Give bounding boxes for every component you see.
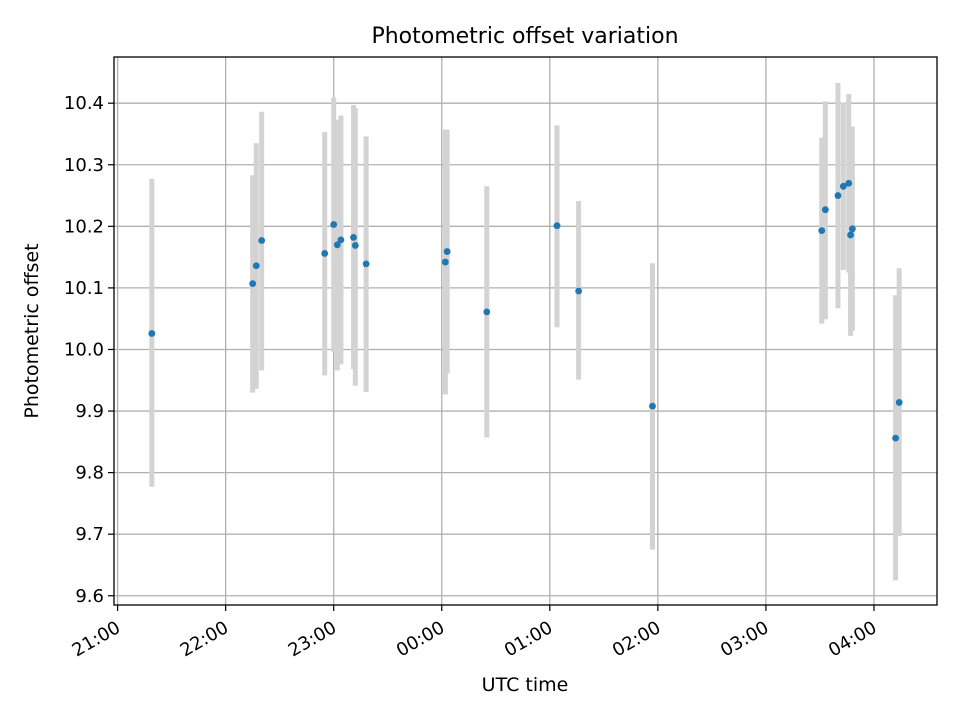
data-point	[350, 234, 357, 241]
grid	[114, 57, 937, 605]
data-point	[848, 225, 856, 233]
chart-title: Photometric offset variation	[371, 24, 678, 49]
data-point	[362, 260, 370, 268]
data-point	[441, 258, 449, 266]
y-tick-label: 10.1	[64, 278, 104, 299]
data-point	[351, 242, 359, 249]
x-axis-label: UTC time	[482, 674, 569, 696]
data-point	[337, 236, 345, 244]
y-tick-label: 10.3	[64, 155, 104, 176]
data-point	[821, 206, 829, 214]
data-point	[818, 227, 826, 235]
data-point	[553, 222, 561, 230]
data-point	[483, 308, 491, 316]
data-point	[148, 330, 156, 337]
y-tick-label: 9.8	[75, 463, 104, 484]
data-point	[834, 192, 842, 199]
data-point	[649, 402, 656, 410]
y-axis-label: Photometric offset	[21, 243, 43, 418]
y-tick-label: 10.4	[64, 93, 104, 114]
data-point	[258, 237, 266, 244]
data-points	[148, 179, 903, 442]
data-point	[847, 231, 854, 239]
y-tick-label: 9.6	[75, 586, 104, 607]
y-tick-label: 10.2	[64, 216, 104, 237]
axes-frame	[113, 56, 938, 606]
data-point	[892, 434, 899, 442]
data-point	[895, 399, 903, 406]
data-point	[249, 280, 257, 287]
data-point	[839, 182, 847, 190]
y-axis-ticks: 9.6 9.7 9.8 9.9 10.0 10.1 10.2 10.3 10.4	[64, 93, 114, 607]
y-tick-label: 9.7	[75, 524, 104, 545]
data-point	[252, 262, 260, 270]
y-tick-label: 9.9	[75, 401, 104, 422]
data-point	[333, 241, 341, 249]
data-point	[845, 179, 853, 187]
y-tick-label: 10.0	[64, 339, 104, 360]
data-point	[443, 248, 451, 255]
data-point	[330, 221, 338, 228]
data-point	[321, 250, 329, 257]
data-point	[575, 287, 583, 295]
